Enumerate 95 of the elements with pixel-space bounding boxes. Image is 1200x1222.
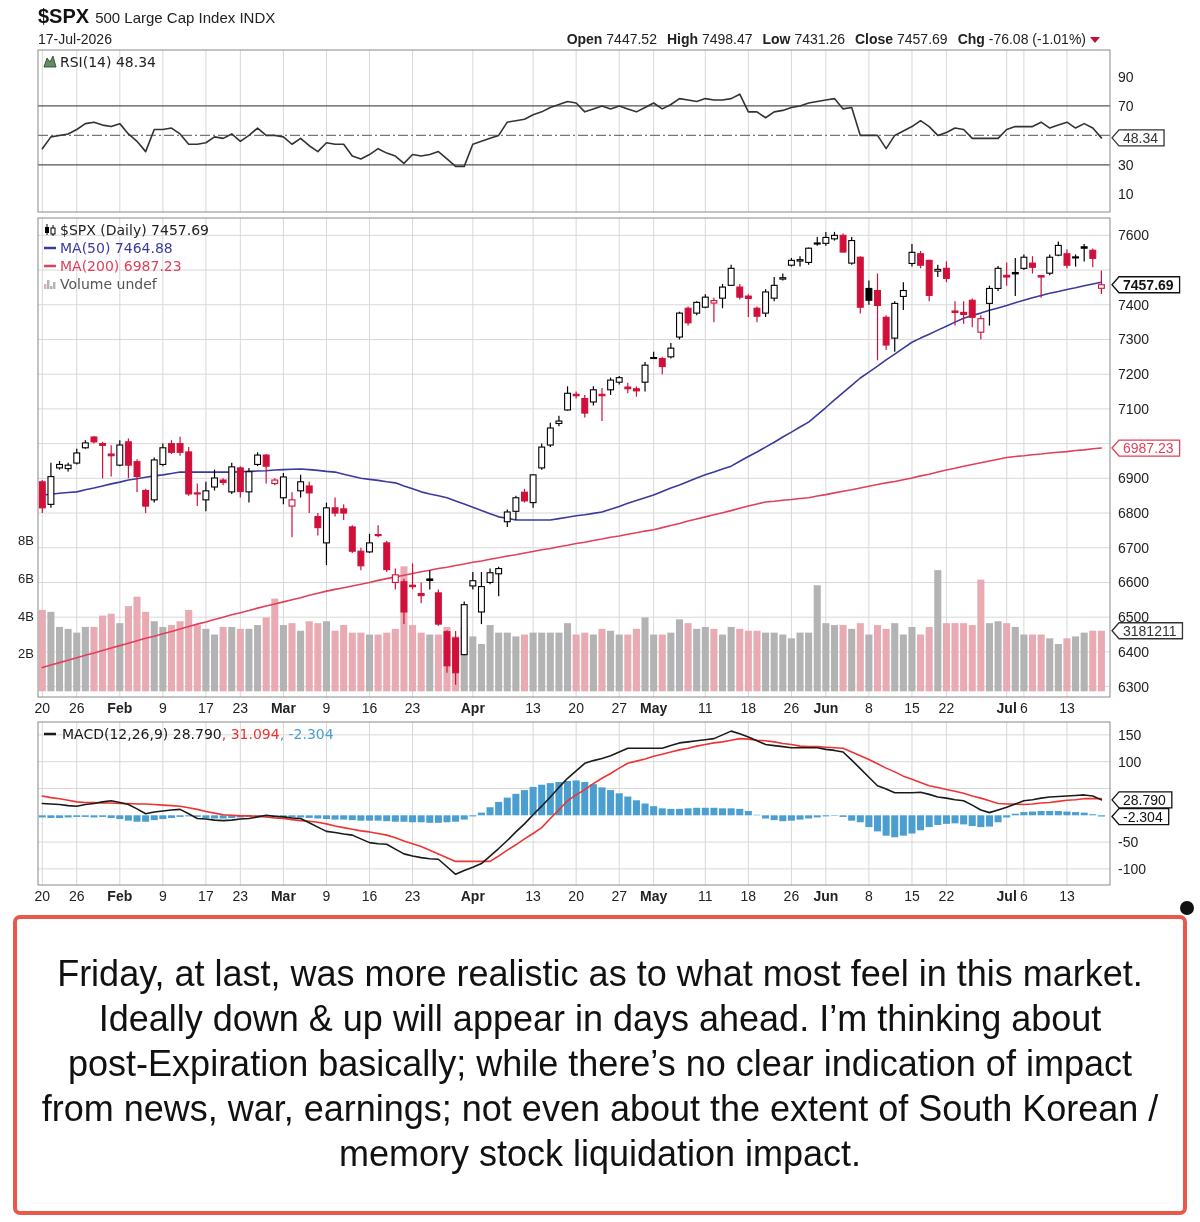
chart-subtitle: 500 Large Cap Index INDX [95,9,276,26]
text: Low 7431.26 [762,31,846,47]
y2-tick-label: 4B [18,608,34,624]
x-tick-label: Jun [813,888,839,904]
y-tick-label: 6300 [1118,678,1150,695]
y-tick-label: -50 [1118,834,1139,851]
y-tick-label: 7100 [1118,400,1150,417]
text: Chg -76.08 (-1.01%) [957,31,1087,47]
y-tick-label: -100 [1118,860,1147,877]
x-tick-label: 11 [698,888,713,904]
text: 28.790 [1123,791,1167,808]
y-tick-label: 6400 [1118,643,1150,660]
y-tick-label: 150 [1118,726,1142,743]
x-tick-label: Mar [270,700,297,716]
x-tick-label: 9 [158,888,167,904]
x-tick-label: 17 [198,700,214,716]
x-tick-label: 8 [865,700,874,716]
x-tick-label: 26 [783,888,800,904]
x-tick-label: Feb [107,700,133,716]
legend-label: MA(50) 7464.88 [60,240,173,256]
x-tick-label: 13 [525,700,542,716]
text: Open 7447.52 [566,31,658,47]
x-tick-label: 18 [740,700,757,716]
legend-label: Volume undef [60,276,158,292]
x-tick-label: 6 [1020,888,1028,904]
text: -2.304 [1123,808,1163,825]
x-tick-label: 23 [232,700,249,716]
x-tick-label: 27 [611,700,628,716]
x-tick-label: Apr [460,888,486,904]
text: , -2.304 [279,726,334,742]
x-tick-label: 26 [68,888,85,904]
x-tick-label: 22 [938,700,955,716]
x-tick-label: 23 [232,888,249,904]
y-tick-label: 30 [1118,156,1134,173]
x-tick-label: Feb [107,888,133,904]
x-tick-label: 9 [322,888,331,904]
legend-label: MACD(12,26,9) 28.790 [62,726,222,742]
x-tick-label: Mar [270,888,297,904]
y-tick-label: 6900 [1118,470,1150,487]
y2-tick-label: 8B [18,532,34,548]
text: , 31.094 [221,726,280,742]
x-tick-label: 9 [322,700,331,716]
x-tick-label: 26 [783,700,800,716]
legend-label: RSI(14) 48.34 [60,54,157,70]
legend-label: $SPX (Daily) 7457.69 [60,222,209,238]
x-tick-label: 17 [198,888,214,904]
x-tick-label: Apr [460,700,486,716]
x-tick-label: 26 [68,700,85,716]
x-tick-label: 22 [938,888,955,904]
x-tick-label: 27 [611,888,628,904]
text: Friday, at last, was more realistic as to what most feel in this market. Ideally down & up will appear in days ahead. I’m thinking about post-Expiration basically; while there’s no clear indication of impact from news, war, earnings; not even about the extent of South Korean / memory stock liquidation impact. [41,952,1159,1174]
text: High 7498.47 [666,31,753,47]
text: Close 7457.69 [855,31,948,47]
text: 7457.69 [1123,276,1174,293]
x-tick-label: 23 [404,700,421,716]
x-tick-label: 16 [361,888,378,904]
x-tick-label: 15 [904,888,920,904]
x-tick-label: May [640,888,668,904]
y2-tick-label: 6B [18,570,34,586]
text: 17-Jul-2026 [38,31,113,47]
y-tick-label: 6800 [1118,505,1150,522]
x-tick-label: 20 [34,700,51,716]
x-tick-label: 13 [1059,888,1075,904]
x-tick-label: 13 [1059,700,1075,716]
y-tick-label: 6700 [1118,539,1150,556]
x-tick-label: 23 [404,888,421,904]
x-tick-label: Jul [996,888,1017,904]
x-tick-label: 15 [904,700,920,716]
y-tick-label: 7300 [1118,331,1150,348]
x-tick-label: May [640,700,668,716]
y-tick-label: 6600 [1118,574,1150,591]
x-tick-label: Jul [996,700,1017,716]
y-tick-label: 100 [1118,753,1142,770]
x-tick-label: 20 [34,888,51,904]
x-tick-label: Jun [813,700,839,716]
x-tick-label: 20 [568,888,585,904]
y-tick-label: 7200 [1118,366,1150,383]
y-tick-label: 7600 [1118,227,1150,244]
y-tick-label: 7400 [1118,296,1150,313]
x-tick-label: 13 [525,888,542,904]
x-tick-label: 11 [698,700,713,716]
text: 6987.23 [1123,440,1174,457]
x-tick-label: 20 [568,700,585,716]
x-tick-label: 16 [361,700,378,716]
y-tick-label: 70 [1118,97,1134,114]
x-tick-label: 18 [740,888,757,904]
x-tick-label: 6 [1020,700,1028,716]
text: 48.34 [1123,129,1159,146]
y-tick-label: 90 [1118,68,1134,85]
x-tick-label: 9 [158,700,167,716]
legend-label: MA(200) 6987.23 [60,258,182,274]
y-tick-label: 10 [1118,186,1134,203]
y2-tick-label: 2B [18,646,34,662]
x-tick-label: 8 [865,888,874,904]
chart-title: $SPX [38,5,90,27]
